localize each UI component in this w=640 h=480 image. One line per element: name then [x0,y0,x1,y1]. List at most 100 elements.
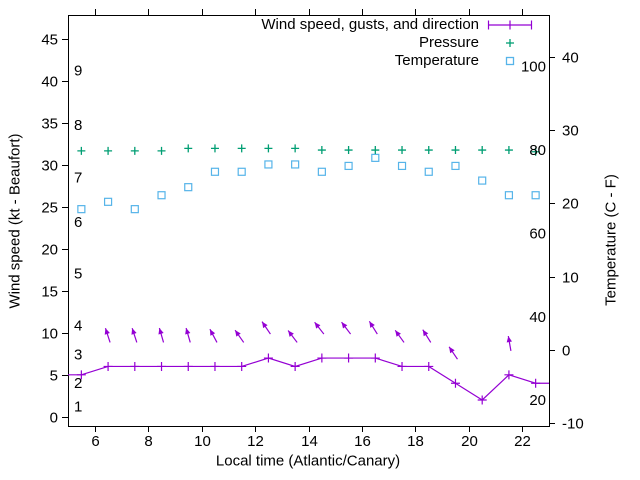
pressure-scale-label: 60 [529,225,546,242]
beaufort-label: 3 [74,347,82,364]
x-tick-label: 22 [514,433,531,450]
pressure-point [210,144,219,153]
wind-speed-point [317,353,327,363]
wind-speed-point [531,378,541,388]
pressure-point [504,146,513,155]
temperature-square-sample-icon [505,56,515,66]
beaufort-label: 2 [74,375,82,392]
wind-arrow-head [209,329,216,336]
right-tick-label: 30 [562,123,579,140]
legend-row-pressure: Pressure [149,34,533,52]
temperature-point [317,167,326,176]
left-tick-label: 15 [41,284,58,301]
wind-arrow-head [158,328,164,335]
wind-arrow-head [314,322,321,329]
pressure-point [291,144,300,153]
temperature-point [451,161,460,171]
wind-speed-point [477,395,487,405]
wind-direction-arrows [104,321,513,360]
temperature-point [371,153,380,162]
wind-speed-point [504,370,514,380]
pressure-scale-label: 100 [521,59,546,76]
legend: Wind speed, gusts, and direction Pressur… [149,16,533,70]
pressure-point [264,144,273,153]
left-tick-label: 30 [41,158,58,175]
beaufort-label: 8 [74,117,82,134]
right-tick-label: 40 [562,50,579,67]
wind-arrow-head [395,330,401,337]
temperature-series [77,153,540,214]
wind-speed-point [344,353,354,363]
wind-speed-point [103,361,113,371]
legend-row-temperature: Temperature [149,52,533,70]
beaufort-label: 5 [74,265,82,282]
pressure-point [104,146,113,155]
pressure-scale-label: 80 [529,142,546,159]
temperature-point [424,167,433,176]
temperature-point [77,205,86,214]
pressure-plus-sample-icon [506,39,514,47]
pressure-scale-labels: 20 40 60 80 100 [521,59,546,409]
left-tick-label: 5 [50,368,58,385]
wind-arrow-head [449,346,455,354]
pressure-point [237,144,246,153]
left-axis-title: Wind speed (kt - Beaufort) [6,133,24,309]
temperature-point [210,167,220,176]
right-axis-ticks: -10 0 10 20 30 40 [549,50,584,433]
wind-arrow-head [506,336,513,343]
wind-speed-point [263,353,273,363]
pressure-point [478,146,487,155]
wind-speed-line [68,357,549,401]
wind-arrow-head [341,322,348,329]
temperature-point [184,183,193,192]
beaufort-label: 9 [74,62,82,79]
legend-label-temperature: Temperature [394,52,479,69]
right-tick-label: -10 [562,416,584,433]
pressure-point [317,146,326,155]
wind-arrow-head [185,328,191,335]
left-tick-label: 45 [41,32,58,49]
wind-speed-point [130,361,140,371]
x-tick-label: 16 [354,433,371,450]
wind-arrow-head [262,321,268,329]
wind-arrow-head [235,330,241,337]
wind-speed-point [424,361,434,371]
temperature-point [130,205,139,214]
legend-label-wind: Wind speed, gusts, and direction [261,16,479,33]
temperature-point [103,197,113,206]
left-tick-label: 0 [50,410,58,427]
pressure-scale-label: 40 [529,309,546,326]
wind-arrow-head [422,329,429,337]
wind-arrow-head [369,321,375,328]
pressure-point [130,146,139,155]
legend-row-wind: Wind speed, gusts, and direction [149,16,533,34]
left-tick-label: 10 [41,326,58,343]
wind-speed-point [397,361,407,371]
pressure-point [451,146,460,155]
right-tick-label: 10 [562,270,579,287]
right-tick-label: 20 [562,196,579,213]
x-tick-label: 8 [144,433,152,450]
left-axis-ticks: 0 5 10 15 20 25 30 35 40 45 [41,32,68,427]
temperature-point [531,191,540,200]
wind-speed-point [450,378,460,388]
temperature-point [397,161,407,171]
left-tick-label: 40 [41,74,58,91]
wind-arrow-head [104,328,110,335]
x-tick-label: 12 [247,433,264,450]
temperature-point [264,160,273,169]
beaufort-scale-labels: 1 2 3 4 5 6 7 8 9 [74,62,82,415]
wind-speed-point [237,361,247,371]
x-tick-label: 6 [91,433,99,450]
x-tick-label: 10 [194,433,211,450]
pressure-point [398,146,407,155]
x-tick-label: 20 [461,433,478,450]
temperature-point [157,191,166,200]
beaufort-label: 4 [74,317,82,334]
wind-speed-point [210,361,220,371]
right-tick-label: 0 [562,343,570,360]
beaufort-label: 1 [74,399,82,416]
temperature-point [344,161,353,171]
